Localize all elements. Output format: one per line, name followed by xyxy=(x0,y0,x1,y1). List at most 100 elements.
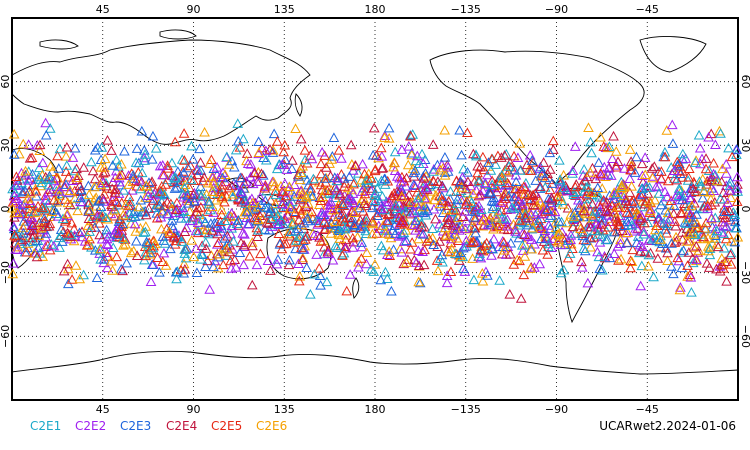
observation-marker xyxy=(131,250,143,260)
observation-marker xyxy=(179,155,190,165)
observation-marker xyxy=(543,220,555,230)
observation-marker xyxy=(455,176,467,187)
observation-marker xyxy=(353,261,364,272)
observation-marker xyxy=(29,206,41,216)
observation-marker xyxy=(126,247,137,258)
observation-marker xyxy=(554,155,565,165)
observation-marker xyxy=(456,149,467,160)
observation-marker xyxy=(574,220,586,230)
observation-marker xyxy=(436,191,448,201)
observation-marker xyxy=(496,212,508,223)
observation-marker xyxy=(130,235,142,246)
observation-marker xyxy=(352,168,364,178)
observation-marker xyxy=(717,163,728,174)
observation-marker xyxy=(672,159,683,170)
observation-marker xyxy=(541,204,553,215)
observation-marker xyxy=(398,258,410,269)
observation-marker xyxy=(532,206,543,217)
observation-marker xyxy=(410,215,421,225)
observation-marker xyxy=(613,255,624,265)
observation-marker xyxy=(315,280,326,290)
observation-marker xyxy=(148,195,159,205)
observation-marker xyxy=(195,253,206,264)
observation-marker xyxy=(702,200,714,211)
observation-marker xyxy=(208,177,219,188)
observation-marker xyxy=(636,183,648,194)
observation-marker xyxy=(547,135,559,146)
observation-marker xyxy=(176,233,187,244)
observation-marker xyxy=(612,202,623,212)
observation-marker xyxy=(253,147,265,157)
observation-marker xyxy=(157,169,168,180)
observation-marker xyxy=(19,185,31,196)
observation-marker xyxy=(305,190,316,201)
observation-marker xyxy=(539,172,551,183)
observation-marker xyxy=(8,128,20,139)
observation-marker xyxy=(337,250,348,260)
observation-marker xyxy=(407,129,419,139)
observation-marker xyxy=(668,268,679,279)
observation-marker xyxy=(518,181,530,192)
right-tick-label: −60 xyxy=(739,325,750,348)
observation-marker xyxy=(338,172,350,183)
observation-marker xyxy=(145,276,157,286)
observation-marker xyxy=(383,196,395,207)
observation-marker xyxy=(166,157,178,168)
observation-marker xyxy=(399,218,410,229)
observation-marker xyxy=(538,236,550,246)
observation-marker xyxy=(719,206,730,216)
observation-marker xyxy=(170,172,182,183)
observation-marker xyxy=(394,172,405,183)
observation-marker xyxy=(428,203,440,214)
observation-marker xyxy=(147,130,159,141)
observation-marker xyxy=(635,213,646,223)
observation-marker xyxy=(19,197,31,208)
observation-marker xyxy=(529,238,540,249)
observation-marker xyxy=(647,233,658,244)
observation-marker xyxy=(74,273,86,284)
observation-marker xyxy=(377,244,389,255)
observation-marker xyxy=(341,285,353,296)
observation-marker xyxy=(705,176,716,186)
observation-marker xyxy=(328,204,339,215)
observation-marker xyxy=(517,198,528,209)
observation-marker xyxy=(286,196,298,207)
observation-marker xyxy=(604,141,615,151)
observation-marker xyxy=(639,198,651,209)
observation-marker xyxy=(459,223,471,233)
observation-marker xyxy=(126,212,137,222)
observation-marker xyxy=(592,182,604,193)
observation-marker xyxy=(519,251,531,261)
observation-marker xyxy=(9,230,20,240)
observation-marker xyxy=(208,261,219,272)
observation-marker xyxy=(731,149,742,159)
observation-marker xyxy=(624,144,636,154)
observation-marker xyxy=(90,200,102,211)
observation-marker xyxy=(697,192,709,203)
observation-marker xyxy=(290,243,301,254)
observation-marker xyxy=(359,188,371,199)
observation-marker xyxy=(662,255,673,266)
observation-marker xyxy=(157,256,169,266)
legend-item-c2e1: C2E1 xyxy=(30,419,61,433)
observation-marker xyxy=(706,237,718,248)
observation-marker xyxy=(543,241,554,252)
observation-marker xyxy=(615,253,627,264)
observation-marker xyxy=(163,208,175,219)
observation-marker xyxy=(35,222,47,233)
observation-marker xyxy=(113,227,125,238)
observation-marker xyxy=(239,194,251,205)
observation-marker xyxy=(299,145,311,155)
observation-marker xyxy=(238,239,250,250)
observation-marker xyxy=(156,223,167,234)
observation-marker xyxy=(502,220,513,231)
observation-marker xyxy=(488,233,500,244)
observation-marker xyxy=(296,189,308,200)
observation-marker xyxy=(61,208,73,219)
observation-marker xyxy=(608,189,620,200)
observation-marker xyxy=(178,191,190,202)
observation-marker xyxy=(619,163,630,173)
observation-marker xyxy=(593,211,605,222)
observation-marker xyxy=(383,246,395,256)
observation-marker xyxy=(694,142,706,153)
